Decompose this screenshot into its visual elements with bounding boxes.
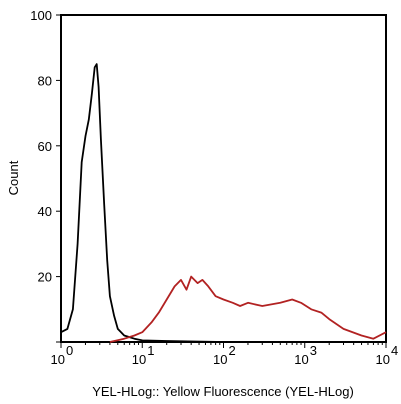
y-axis-ticks: 20 40 60 80 100 bbox=[30, 8, 61, 343]
y-tick-label: 20 bbox=[38, 270, 52, 285]
x-tick-label: 10 bbox=[132, 352, 146, 367]
y-axis-title: Count bbox=[6, 160, 21, 195]
y-tick-label: 60 bbox=[38, 139, 52, 154]
y-tick-label: 100 bbox=[30, 8, 52, 23]
x-tick-exponent: 3 bbox=[310, 343, 317, 358]
x-tick-label: 10 bbox=[294, 352, 308, 367]
x-tick-label: 10 bbox=[213, 352, 227, 367]
x-tick-exponent: 2 bbox=[229, 343, 236, 358]
x-tick-exponent: 1 bbox=[147, 343, 154, 358]
x-axis-title: YEL-HLog:: Yellow Fluorescence (YEL-HLog… bbox=[92, 384, 354, 399]
series-layer bbox=[60, 63, 387, 343]
x-tick-exponent: 4 bbox=[391, 343, 398, 358]
series-line-2 bbox=[109, 275, 387, 343]
x-tick-label: 10 bbox=[51, 352, 65, 367]
y-tick-label: 40 bbox=[38, 204, 52, 219]
series-line-1 bbox=[60, 63, 224, 343]
x-tick-exponent: 0 bbox=[66, 343, 73, 358]
y-tick-label: 80 bbox=[38, 73, 52, 88]
x-tick-label: 10 bbox=[376, 352, 390, 367]
